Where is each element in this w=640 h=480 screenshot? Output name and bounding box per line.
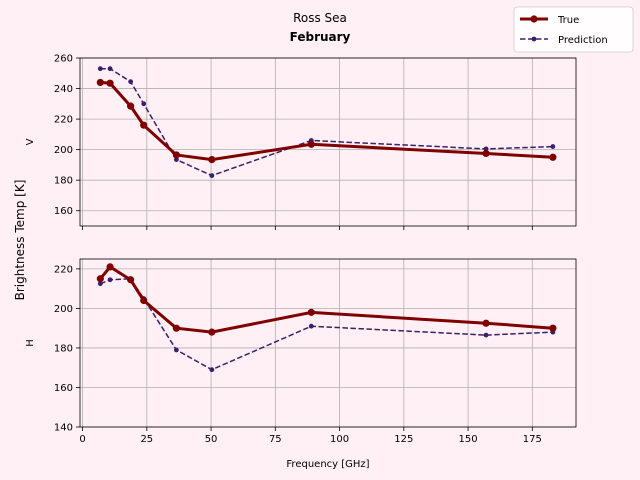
panel-v-y-tick-label: 200 — [54, 145, 73, 156]
panel-v-y-tick-label: 160 — [54, 206, 73, 217]
panel-h-series-group — [96, 263, 557, 373]
legend: True Prediction — [513, 6, 634, 53]
legend-label-true: True — [557, 15, 579, 26]
panel-h-prediction-point — [97, 281, 103, 287]
panel-h-true-point — [96, 275, 104, 283]
panel-v-prediction-point — [128, 79, 134, 85]
panel-v-true-point — [208, 155, 216, 164]
panel-h-true-point — [127, 276, 135, 284]
panel-v-y-tick-label: 240 — [54, 84, 73, 95]
panel-h-y-tick-label: 160 — [54, 383, 73, 394]
x-tick-label: 175 — [523, 434, 542, 445]
panel-h-y-tick-label: 140 — [54, 423, 73, 434]
panel-v-true-point — [96, 78, 104, 87]
x-tick-label: 25 — [140, 434, 153, 445]
panel-h-prediction-point — [107, 277, 113, 283]
panel-v-prediction-point — [141, 101, 147, 107]
legend-label-prediction: Prediction — [558, 35, 608, 46]
plot-area: 160 180 200 220 240 260 V 0 25 50 75 100 125 150 175 14… — [25, 54, 577, 445]
panel-v-true-point — [482, 149, 490, 158]
panel-v-y-tick-label: 220 — [54, 115, 73, 126]
panel-h-true-point — [208, 328, 216, 336]
panel-v-prediction-point — [209, 173, 215, 179]
chart-subtitle: February — [290, 30, 351, 44]
y-axis-label: Brightness Temp [K] — [13, 180, 27, 301]
panel-h-prediction-point — [308, 323, 314, 329]
x-tick-label: 50 — [205, 434, 218, 445]
panel-v-prediction-point — [107, 66, 113, 72]
panel-h-y-tick-label: 220 — [54, 264, 73, 275]
panel-v-true-point — [140, 121, 148, 129]
panel-v-prediction-line — [100, 67, 553, 177]
panel-v-true-point — [549, 153, 557, 161]
panel-v-series-group — [96, 66, 557, 179]
panel-h-label: H — [25, 339, 36, 347]
panel-v-true-point — [106, 79, 114, 87]
panel-v-prediction-point — [550, 144, 556, 149]
chart-title: Ross Sea — [293, 11, 347, 25]
panel-h-true-point — [482, 319, 490, 327]
panel-v-true-point — [127, 102, 135, 110]
x-tick-label: 0 — [79, 434, 85, 445]
panel-h-true-point — [549, 324, 557, 332]
x-tick-label: 100 — [330, 434, 349, 445]
x-axis-label: Frequency [GHz] — [286, 459, 369, 470]
panel-h-true-point — [106, 263, 114, 271]
panel-v-y-tick-label: 260 — [54, 54, 73, 65]
panel-h-prediction-point — [483, 332, 489, 338]
panel-v-frame — [79, 57, 577, 227]
panel-v-label: V — [25, 138, 36, 145]
panel-v-true-point — [172, 151, 180, 159]
panel-v-true-point — [307, 140, 315, 148]
legend-marker-prediction — [531, 36, 537, 42]
panel-h-true-point — [307, 308, 315, 316]
x-tick-label: 75 — [269, 434, 282, 445]
panel-h-true-point — [172, 324, 180, 332]
panel-v-prediction-point — [97, 66, 103, 72]
panel-h-frame — [79, 258, 577, 428]
panel-h-y-tick-label: 200 — [54, 304, 73, 315]
panel-h-prediction-point — [209, 367, 215, 373]
x-tick-label: 150 — [459, 434, 478, 445]
legend-marker-true — [530, 15, 538, 23]
panel-h-true-point — [140, 296, 148, 305]
x-tick-label: 125 — [394, 434, 413, 445]
panel-h-prediction-point — [173, 347, 179, 353]
panel-h-y-tick-label: 180 — [54, 343, 73, 354]
panel-v-y-tick-label: 180 — [54, 176, 73, 187]
